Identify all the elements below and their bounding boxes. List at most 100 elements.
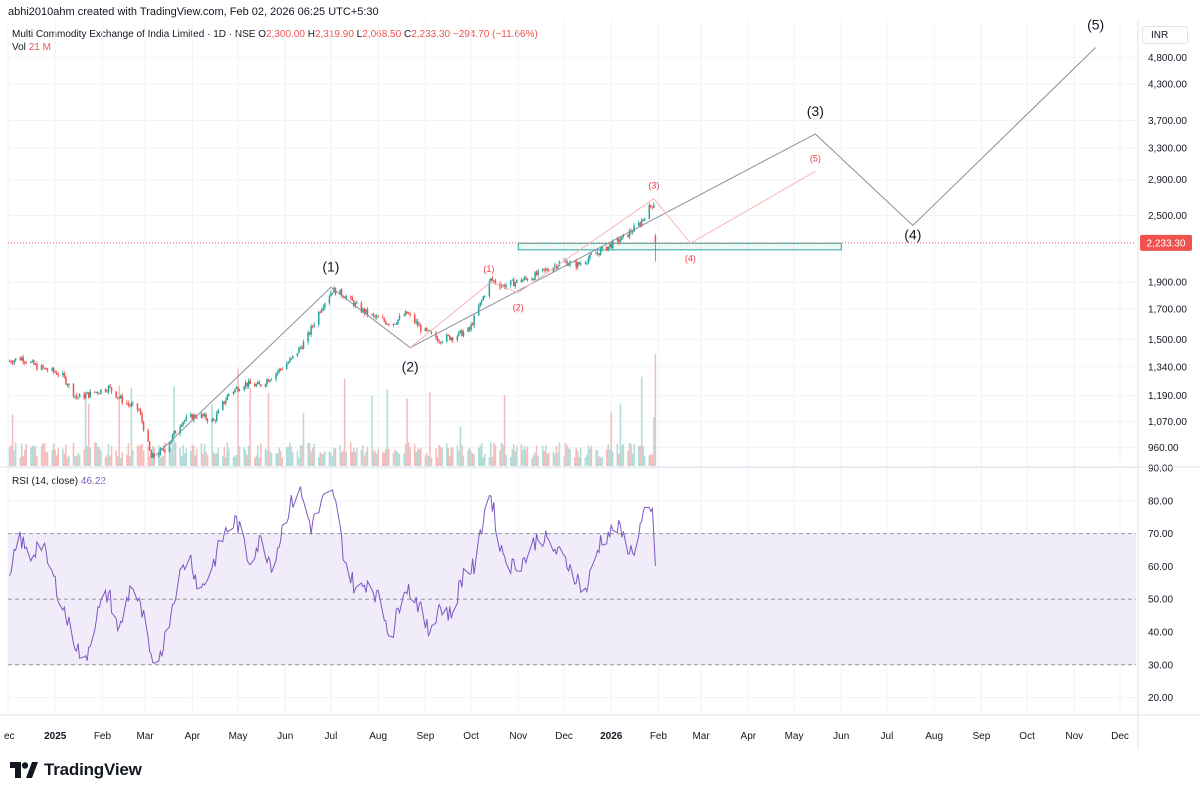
volume-bar	[311, 447, 314, 466]
candle-body	[170, 440, 172, 444]
candle-body	[493, 280, 495, 282]
volume-bar	[640, 376, 643, 466]
candle-body	[525, 277, 527, 279]
volume-bar	[381, 451, 384, 466]
candle-body	[590, 254, 593, 256]
candle-body	[31, 360, 34, 362]
volume-bar	[212, 452, 215, 466]
candle-body	[331, 292, 334, 294]
volume-bar	[211, 404, 213, 466]
candle-body	[436, 337, 439, 342]
candle-body	[340, 289, 343, 296]
candle-body	[639, 222, 641, 227]
candle-body	[68, 383, 70, 386]
candle-body	[579, 263, 582, 265]
volume-bar	[57, 448, 60, 466]
volume-bar	[534, 452, 536, 466]
volume-bar	[13, 450, 15, 466]
low-value: 2,068.50	[362, 29, 402, 40]
volume-bar	[499, 450, 501, 466]
candle-body	[151, 453, 154, 458]
major-wave-path[interactable]	[155, 47, 1096, 456]
volume-bar	[398, 453, 401, 466]
volume-bar	[321, 453, 323, 466]
currency-button[interactable]: INR	[1142, 26, 1188, 44]
minor-wave-path[interactable]	[409, 170, 816, 349]
volume-bar	[206, 454, 209, 466]
volume-bar	[270, 453, 273, 466]
candle-body	[25, 362, 28, 364]
candle-body	[142, 421, 145, 431]
candle-body	[247, 380, 250, 387]
volume-bar	[360, 449, 363, 466]
candle-body	[522, 279, 524, 282]
volume-bar	[100, 450, 102, 466]
volume-bar	[473, 454, 475, 466]
volume-bar	[173, 386, 175, 466]
volume-bar	[458, 450, 460, 466]
volume-bar	[40, 445, 43, 466]
time-tick-label: Dec	[555, 731, 573, 742]
candle-body	[275, 373, 277, 380]
rsi-legend: RSI (14, close) 46.22	[12, 476, 106, 487]
candle-body	[185, 416, 187, 421]
volume-bar	[238, 446, 241, 466]
candle-body	[651, 206, 654, 208]
candle-body	[388, 324, 390, 326]
volume-bar	[83, 449, 85, 466]
time-tick-label: Aug	[925, 731, 943, 742]
volume-bar	[202, 453, 204, 466]
volume-bar	[564, 442, 567, 466]
candle-body	[516, 279, 518, 283]
candle-body	[633, 225, 635, 232]
candle-body	[168, 443, 171, 452]
time-tick-label: Jul	[325, 731, 338, 742]
candle-body	[243, 386, 245, 391]
volume-bar	[129, 456, 131, 466]
candle-body	[313, 324, 315, 327]
volume-bar	[385, 448, 387, 466]
volume-bar	[222, 456, 224, 466]
symbol-name[interactable]: Multi Commodity Exchange of India Limite…	[12, 29, 256, 40]
volume-bar	[42, 443, 44, 466]
candle-body	[541, 268, 544, 271]
volume-bar	[168, 448, 171, 466]
volume-bar	[511, 448, 513, 466]
candle-body	[596, 253, 599, 254]
volume-bar	[557, 452, 559, 466]
candle-body	[77, 397, 79, 399]
candle-body	[281, 369, 283, 370]
volume-bar	[608, 448, 611, 466]
close-value: 2,233.30	[411, 29, 451, 40]
candle-body	[255, 384, 258, 387]
tradingview-logo-icon	[10, 762, 38, 778]
volume-bar	[479, 445, 481, 466]
volume-bar	[8, 447, 11, 466]
volume-bar	[183, 453, 186, 466]
candle-body	[445, 334, 448, 342]
volume-bar	[394, 450, 396, 466]
candle-body	[351, 297, 354, 301]
high-value: 2,319.90	[314, 29, 354, 40]
rsi-tick-label: 50.00	[1148, 595, 1173, 606]
volume-bar	[374, 451, 376, 466]
major-wave-label: (5)	[1087, 16, 1104, 32]
volume-bar	[628, 442, 631, 466]
volume-bar	[275, 453, 277, 466]
rsi-line[interactable]	[9, 486, 656, 664]
candle-body	[110, 387, 113, 392]
candle-body	[203, 413, 206, 417]
volume-label[interactable]: Vol	[12, 42, 26, 53]
candle-body	[52, 368, 55, 372]
candle-body	[424, 328, 427, 332]
candle-body	[62, 372, 64, 375]
candle-body	[438, 341, 440, 343]
candle-body	[225, 399, 227, 404]
candle-body	[557, 265, 559, 269]
volume-bar	[567, 448, 570, 466]
candle-body	[98, 393, 101, 395]
rsi-label[interactable]: RSI (14, close)	[12, 476, 79, 487]
support-zone-box[interactable]	[517, 242, 842, 251]
volume-bar	[254, 457, 256, 466]
